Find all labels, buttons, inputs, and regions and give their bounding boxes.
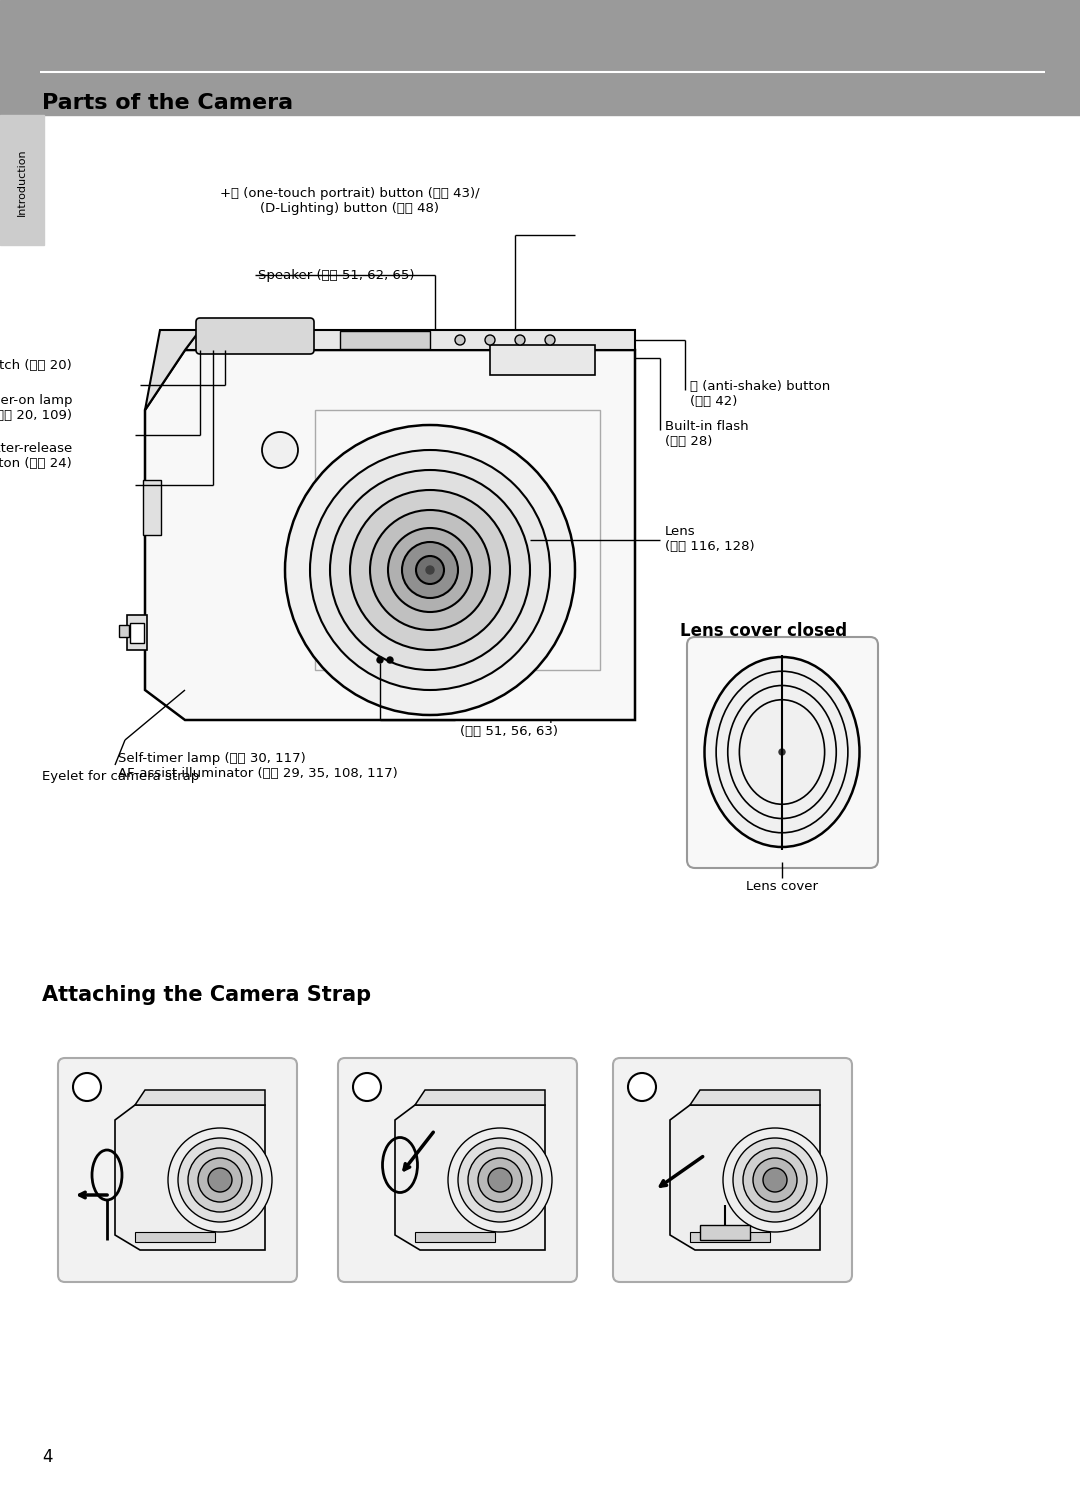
Text: Shutter-release
button (⓹⓹ 24): Shutter-release button (⓹⓹ 24) [0, 441, 72, 470]
Text: COOLPIX: COOLPIX [405, 1161, 433, 1165]
Text: Power-on lamp
(⓹⓹ 20, 109): Power-on lamp (⓹⓹ 20, 109) [0, 394, 72, 422]
Text: AV
OUT: AV OUT [147, 484, 159, 496]
Polygon shape [114, 1106, 265, 1250]
Circle shape [458, 1138, 542, 1221]
Circle shape [73, 1073, 102, 1101]
Circle shape [627, 1073, 656, 1101]
Text: Lens cover: Lens cover [746, 880, 818, 893]
Text: COOLPIX: COOLPIX [205, 590, 327, 618]
Bar [415, 1232, 495, 1242]
Text: Speaker (⓹⓹ 51, 62, 65): Speaker (⓹⓹ 51, 62, 65) [258, 269, 415, 281]
Circle shape [478, 1158, 522, 1202]
Text: COOLPIX: COOLPIX [680, 1161, 707, 1165]
FancyBboxPatch shape [687, 637, 878, 868]
Circle shape [350, 490, 510, 649]
Text: Attaching the Camera Strap: Attaching the Camera Strap [42, 985, 372, 1005]
Text: Eyelet for camera strap: Eyelet for camera strap [42, 770, 199, 783]
Circle shape [779, 749, 785, 755]
Polygon shape [145, 351, 635, 721]
Circle shape [388, 528, 472, 612]
FancyBboxPatch shape [195, 318, 314, 354]
Circle shape [545, 334, 555, 345]
Circle shape [515, 334, 525, 345]
Circle shape [488, 1168, 512, 1192]
Text: Self-timer lamp (⓹⓹ 30, 117)
AF-assist illuminator (⓹⓹ 29, 35, 108, 117): Self-timer lamp (⓹⓹ 30, 117) AF-assist i… [118, 752, 397, 780]
Bar [143, 480, 161, 535]
Text: Introduction: Introduction [17, 149, 27, 215]
Polygon shape [670, 1106, 820, 1250]
Circle shape [353, 1073, 381, 1101]
Text: Power switch (⓹⓹ 20): Power switch (⓹⓹ 20) [0, 360, 72, 372]
Polygon shape [135, 1091, 265, 1106]
Polygon shape [690, 1091, 820, 1106]
Text: 2: 2 [363, 1080, 372, 1094]
Polygon shape [145, 330, 200, 410]
Circle shape [448, 1128, 552, 1232]
Text: Built-in microphone
(⓹⓹ 51, 56, 63): Built-in microphone (⓹⓹ 51, 56, 63) [460, 710, 591, 739]
Circle shape [468, 1149, 532, 1213]
Circle shape [402, 542, 458, 597]
Bar [0, 0, 1080, 114]
Circle shape [723, 1128, 827, 1232]
Text: 4: 4 [42, 1447, 53, 1467]
Circle shape [310, 450, 550, 690]
Text: Lens
(⓹⓹ 116, 128): Lens (⓹⓹ 116, 128) [665, 525, 755, 553]
Circle shape [330, 470, 530, 670]
Bar [130, 623, 144, 643]
Bar [119, 626, 129, 637]
Text: Parts of the Camera: Parts of the Camera [42, 94, 293, 113]
Text: Lens cover closed: Lens cover closed [680, 623, 847, 640]
FancyBboxPatch shape [58, 1058, 297, 1282]
Text: Nikon: Nikon [405, 1125, 428, 1131]
Circle shape [208, 1168, 232, 1192]
FancyBboxPatch shape [613, 1058, 852, 1282]
Circle shape [733, 1138, 816, 1221]
Circle shape [285, 425, 575, 715]
Circle shape [416, 556, 444, 584]
Text: 1: 1 [82, 1080, 92, 1094]
Ellipse shape [704, 657, 860, 847]
Polygon shape [185, 330, 635, 351]
Circle shape [426, 566, 434, 574]
Text: +⓹ (one-touch portrait) button (⓹⓹ 43)/
(D-Lighting) button (⓹⓹ 48): +⓹ (one-touch portrait) button (⓹⓹ 43)/ … [220, 187, 480, 215]
Circle shape [377, 657, 383, 663]
Text: Nikon: Nikon [200, 495, 267, 516]
Bar [700, 1224, 750, 1239]
Circle shape [188, 1149, 252, 1213]
Circle shape [168, 1128, 272, 1232]
Circle shape [743, 1149, 807, 1213]
FancyBboxPatch shape [338, 1058, 577, 1282]
Bar [135, 1232, 215, 1242]
Circle shape [178, 1138, 262, 1221]
Bar [127, 615, 147, 649]
Circle shape [387, 657, 393, 663]
Circle shape [262, 432, 298, 468]
Circle shape [370, 510, 490, 630]
Text: Nikon: Nikon [680, 1125, 703, 1131]
Text: Nikon: Nikon [125, 1125, 148, 1131]
Bar [315, 410, 600, 670]
Polygon shape [415, 1091, 545, 1106]
Polygon shape [395, 1106, 545, 1250]
Circle shape [762, 1168, 787, 1192]
Text: Built-in flash
(⓹⓹ 28): Built-in flash (⓹⓹ 28) [665, 421, 748, 447]
Text: COOLPIX: COOLPIX [125, 1161, 152, 1165]
Bar [690, 1232, 770, 1242]
Bar [340, 331, 430, 349]
Bar [0, 114, 44, 245]
Circle shape [753, 1158, 797, 1202]
Text: ⓹ (anti-shake) button
(⓹⓹ 42): ⓹ (anti-shake) button (⓹⓹ 42) [690, 380, 831, 409]
Bar [490, 345, 595, 374]
Circle shape [198, 1158, 242, 1202]
Circle shape [485, 334, 495, 345]
Text: 3: 3 [637, 1080, 646, 1094]
Circle shape [455, 334, 465, 345]
